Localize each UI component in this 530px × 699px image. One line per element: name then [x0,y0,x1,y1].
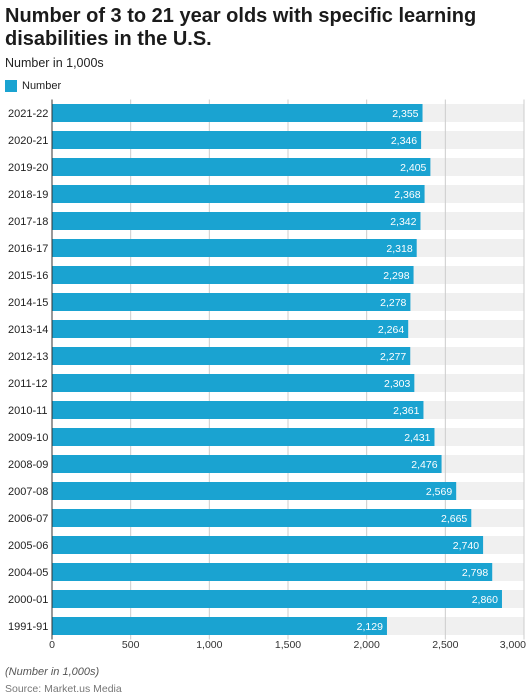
value-label: 2,569 [426,486,452,498]
bar-chart: 2021-22 2,355 2020-21 2,346 2019-20 2,405 2018… [8,99,526,651]
bar [52,239,417,257]
value-label: 2,129 [357,621,383,633]
category-label: 1991-91 [8,621,48,633]
bar [52,158,431,176]
value-label: 2,405 [400,162,426,174]
value-label: 2,431 [404,432,430,444]
bar [52,536,484,554]
x-tick-label: 2,000 [354,639,380,651]
value-label: 2,368 [394,189,420,201]
category-label: 2015-16 [8,270,48,282]
category-label: 2020-21 [8,135,48,147]
category-label: 2005-06 [8,540,48,552]
chart-subtitle: Number in 1,000s [5,56,104,70]
bar [52,347,411,365]
value-label: 2,860 [472,594,498,606]
category-label: 2018-19 [8,189,48,201]
x-tick-label: 2,500 [432,639,458,651]
value-label: 2,355 [392,108,418,120]
value-label: 2,278 [380,297,406,309]
value-label: 2,277 [380,351,406,363]
bar [52,104,423,122]
value-label: 2,342 [390,216,416,228]
bar [52,374,415,392]
category-label: 2011-12 [8,378,48,390]
category-label: 2012-13 [8,351,48,363]
bar [52,212,421,230]
value-label: 2,361 [393,405,419,417]
category-label: 2000-01 [8,594,48,606]
chart-title: Number of 3 to 21 year olds with specifi… [5,5,477,50]
value-label: 2,298 [383,270,409,282]
value-label: 2,346 [391,135,417,147]
category-label: 2009-10 [8,432,48,444]
category-label: 2010-11 [8,405,48,417]
value-label: 2,303 [384,378,410,390]
value-label: 2,665 [441,513,467,525]
value-label: 2,740 [453,540,479,552]
bar [52,320,409,338]
category-label: 2021-22 [8,108,48,120]
x-tick-label: 3,000 [500,639,526,651]
x-tick-label: 1,000 [196,639,222,651]
footnote: (Number in 1,000s) [5,666,100,678]
category-label: 2004-05 [8,567,48,579]
category-label: 2007-08 [8,486,48,498]
category-label: 2016-17 [8,243,48,255]
value-label: 2,318 [386,243,412,255]
category-label: 2014-15 [8,297,48,309]
bar [52,563,493,581]
value-label: 2,264 [378,324,404,336]
bar [52,266,414,284]
bar [52,428,435,446]
legend: Number [5,80,61,92]
bar [52,617,387,635]
bar [52,401,424,419]
bar [52,131,422,149]
source-note: Source: Market.us Media [5,683,122,695]
bar [52,482,457,500]
bar [52,455,442,473]
x-tick-label: 500 [122,639,140,651]
bar [52,293,411,311]
value-label: 2,798 [462,567,488,579]
category-label: 2019-20 [8,162,48,174]
value-label: 2,476 [411,459,437,471]
bar [52,509,472,527]
category-label: 2017-18 [8,216,48,228]
category-label: 2013-14 [8,324,48,336]
bar [52,185,425,203]
x-tick-label: 0 [49,639,55,651]
category-label: 2006-07 [8,513,48,525]
x-tick-label: 1,500 [275,639,301,651]
bar [52,590,502,608]
legend-label: Number [22,80,62,92]
category-label: 2008-09 [8,459,48,471]
legend-swatch [5,80,17,92]
